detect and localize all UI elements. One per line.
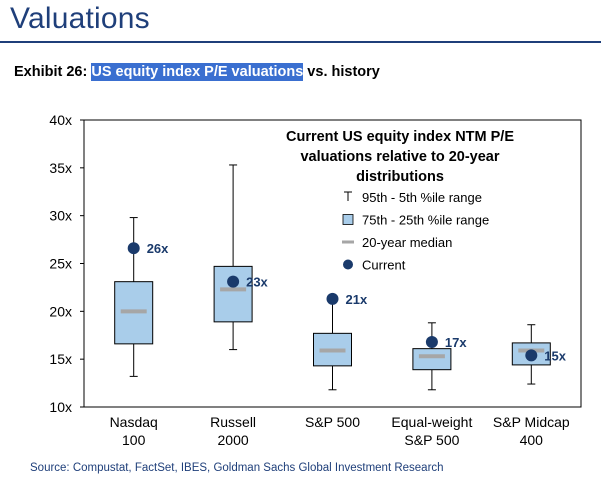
y-tick-label: 40x <box>49 112 72 128</box>
legend-label: 75th - 25th %ile range <box>362 213 489 228</box>
title-divider <box>0 41 601 43</box>
exhibit-highlighted-text: US equity index P/E valuations <box>91 63 304 81</box>
x-category-label: Equal-weight <box>391 414 472 430</box>
x-category-label: Nasdaq <box>110 414 158 430</box>
x-category-label: S&P Midcap <box>493 414 570 430</box>
current-dot <box>127 242 140 255</box>
current-value-label: 23x <box>246 275 268 290</box>
x-category-label: 400 <box>520 432 544 448</box>
legend-box-symbol <box>342 214 354 225</box>
page-title: Valuations <box>10 2 150 35</box>
exhibit-prefix: Exhibit 26: <box>14 64 88 80</box>
exhibit-title: Exhibit 26: US equity index P/E valuatio… <box>14 63 380 81</box>
current-dot <box>425 335 438 348</box>
iqr-box <box>213 265 253 323</box>
chart-title-line: Current US equity index NTM P/E <box>286 129 514 145</box>
current-value-label: 26x <box>147 241 169 256</box>
pe-valuation-chart: 10x 15x 20x 25x 30x 35x 40x Current US equity i… <box>49 112 582 448</box>
current-value-label: 21x <box>346 292 368 307</box>
source-note: Source: Compustat, FactSet, IBES, Goldma… <box>30 462 444 474</box>
iqr-box <box>412 348 452 371</box>
chart-title-line: valuations relative to 20-year <box>300 149 499 165</box>
current-dot <box>525 349 538 362</box>
legend-label: Current <box>362 258 406 273</box>
x-category-label: 100 <box>122 432 146 448</box>
current-dot <box>227 275 240 288</box>
y-tick-label: 35x <box>49 160 72 176</box>
x-category-label: Russell <box>210 414 256 430</box>
y-tick-label: 30x <box>49 208 72 224</box>
x-category-label: S&P 500 <box>305 414 360 430</box>
exhibit-rest: vs. history <box>303 64 380 80</box>
x-category-label: S&P 500 <box>404 432 459 448</box>
chart-title-line: distributions <box>356 169 444 185</box>
current-value-label: 17x <box>445 335 467 350</box>
legend-label: 95th - 5th %ile range <box>362 190 482 205</box>
y-tick-label: 15x <box>49 351 72 367</box>
current-value-label: 15x <box>544 348 566 363</box>
current-dot <box>326 292 339 305</box>
legend-current-symbol <box>343 259 353 270</box>
y-tick-label: 25x <box>49 256 72 272</box>
y-tick-label: 10x <box>49 399 72 415</box>
legend-label: 20-year median <box>362 235 452 250</box>
x-category-label: 2000 <box>218 432 249 448</box>
y-tick-label: 20x <box>49 303 72 319</box>
